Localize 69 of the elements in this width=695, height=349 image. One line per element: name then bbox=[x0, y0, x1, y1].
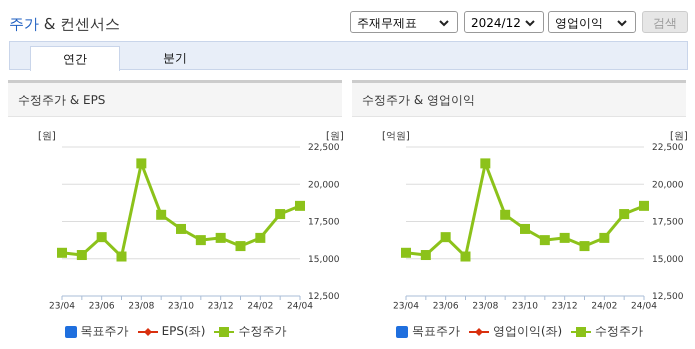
text: 검색 bbox=[642, 11, 688, 33]
point bbox=[480, 158, 490, 168]
legend-label: 목표주가 bbox=[80, 323, 129, 340]
point bbox=[156, 210, 166, 220]
point bbox=[639, 200, 649, 211]
x-tick-label: 23/10 bbox=[512, 301, 538, 312]
legend-label: EPS(좌) bbox=[160, 323, 206, 340]
y2-tick-label: 22,500 bbox=[308, 143, 340, 154]
point bbox=[96, 232, 107, 242]
point bbox=[275, 209, 286, 220]
legend-label: 영업이익(좌) bbox=[492, 323, 562, 340]
point bbox=[76, 250, 87, 260]
y2-tick-label: 17,500 bbox=[652, 218, 684, 228]
y-axis-title: [억원] bbox=[382, 130, 410, 143]
point bbox=[560, 232, 570, 243]
x-tick-label: 23/08 bbox=[128, 301, 155, 312]
y2-tick-label: 12,500 bbox=[308, 292, 340, 302]
point bbox=[57, 248, 67, 258]
point bbox=[136, 158, 146, 168]
x-tick-label: 23/08 bbox=[472, 301, 499, 312]
x-tick-label: 23/12 bbox=[208, 301, 234, 312]
text: 주재무제표 bbox=[350, 11, 458, 33]
point bbox=[599, 232, 610, 243]
x-tick-label: 24/04 bbox=[287, 301, 314, 312]
point bbox=[440, 232, 451, 242]
point bbox=[295, 200, 305, 211]
y-axis-title: [원] bbox=[38, 130, 56, 143]
point bbox=[540, 235, 550, 246]
point bbox=[176, 224, 186, 234]
legend-label: 수정주가 bbox=[237, 323, 286, 340]
legend-label: 수정주가 bbox=[594, 323, 644, 340]
x-tick-label: 23/04 bbox=[49, 301, 76, 312]
x-tick-label: 24/02 bbox=[247, 301, 274, 312]
point bbox=[116, 252, 126, 262]
y2-tick-label: 15,000 bbox=[308, 254, 340, 265]
chart-title: 수정주가 & EPS bbox=[8, 83, 342, 117]
text: 영업이익 bbox=[548, 11, 636, 33]
point bbox=[255, 232, 266, 243]
y2-tick-label: 20,000 bbox=[308, 180, 340, 190]
point bbox=[500, 210, 510, 220]
x-tick-label: 24/02 bbox=[591, 301, 618, 312]
chart-title: 수정주가 & 영업이익 bbox=[352, 83, 686, 117]
text: 분기 bbox=[162, 50, 188, 67]
x-tick-label: 24/04 bbox=[631, 301, 658, 312]
point bbox=[460, 252, 470, 262]
text: 2024/12 bbox=[464, 11, 544, 33]
y2-tick-label: 20,000 bbox=[652, 180, 684, 190]
x-tick-label: 23/06 bbox=[432, 301, 459, 312]
point bbox=[619, 209, 630, 220]
point bbox=[196, 235, 206, 246]
x-tick-label: 23/10 bbox=[168, 301, 194, 312]
x-tick-label: 23/12 bbox=[552, 301, 578, 312]
y2-axis-title: [원] bbox=[326, 130, 344, 143]
y2-tick-label: 22,500 bbox=[652, 143, 684, 154]
y2-tick-label: 15,000 bbox=[652, 254, 684, 265]
text: 주가 & 컨센서스 bbox=[9, 15, 120, 34]
point bbox=[520, 224, 530, 234]
text: 연간 bbox=[30, 46, 120, 71]
point bbox=[401, 248, 411, 258]
y2-tick-label: 17,500 bbox=[308, 218, 340, 228]
legend-label: 목표주가 bbox=[410, 323, 460, 340]
point bbox=[580, 241, 590, 252]
y2-axis-title: [원] bbox=[670, 130, 688, 143]
x-tick-label: 23/06 bbox=[88, 301, 115, 312]
point bbox=[216, 232, 226, 243]
point bbox=[420, 250, 431, 260]
point bbox=[236, 241, 246, 252]
x-tick-label: 23/04 bbox=[393, 301, 420, 312]
y2-tick-label: 12,500 bbox=[652, 292, 684, 302]
